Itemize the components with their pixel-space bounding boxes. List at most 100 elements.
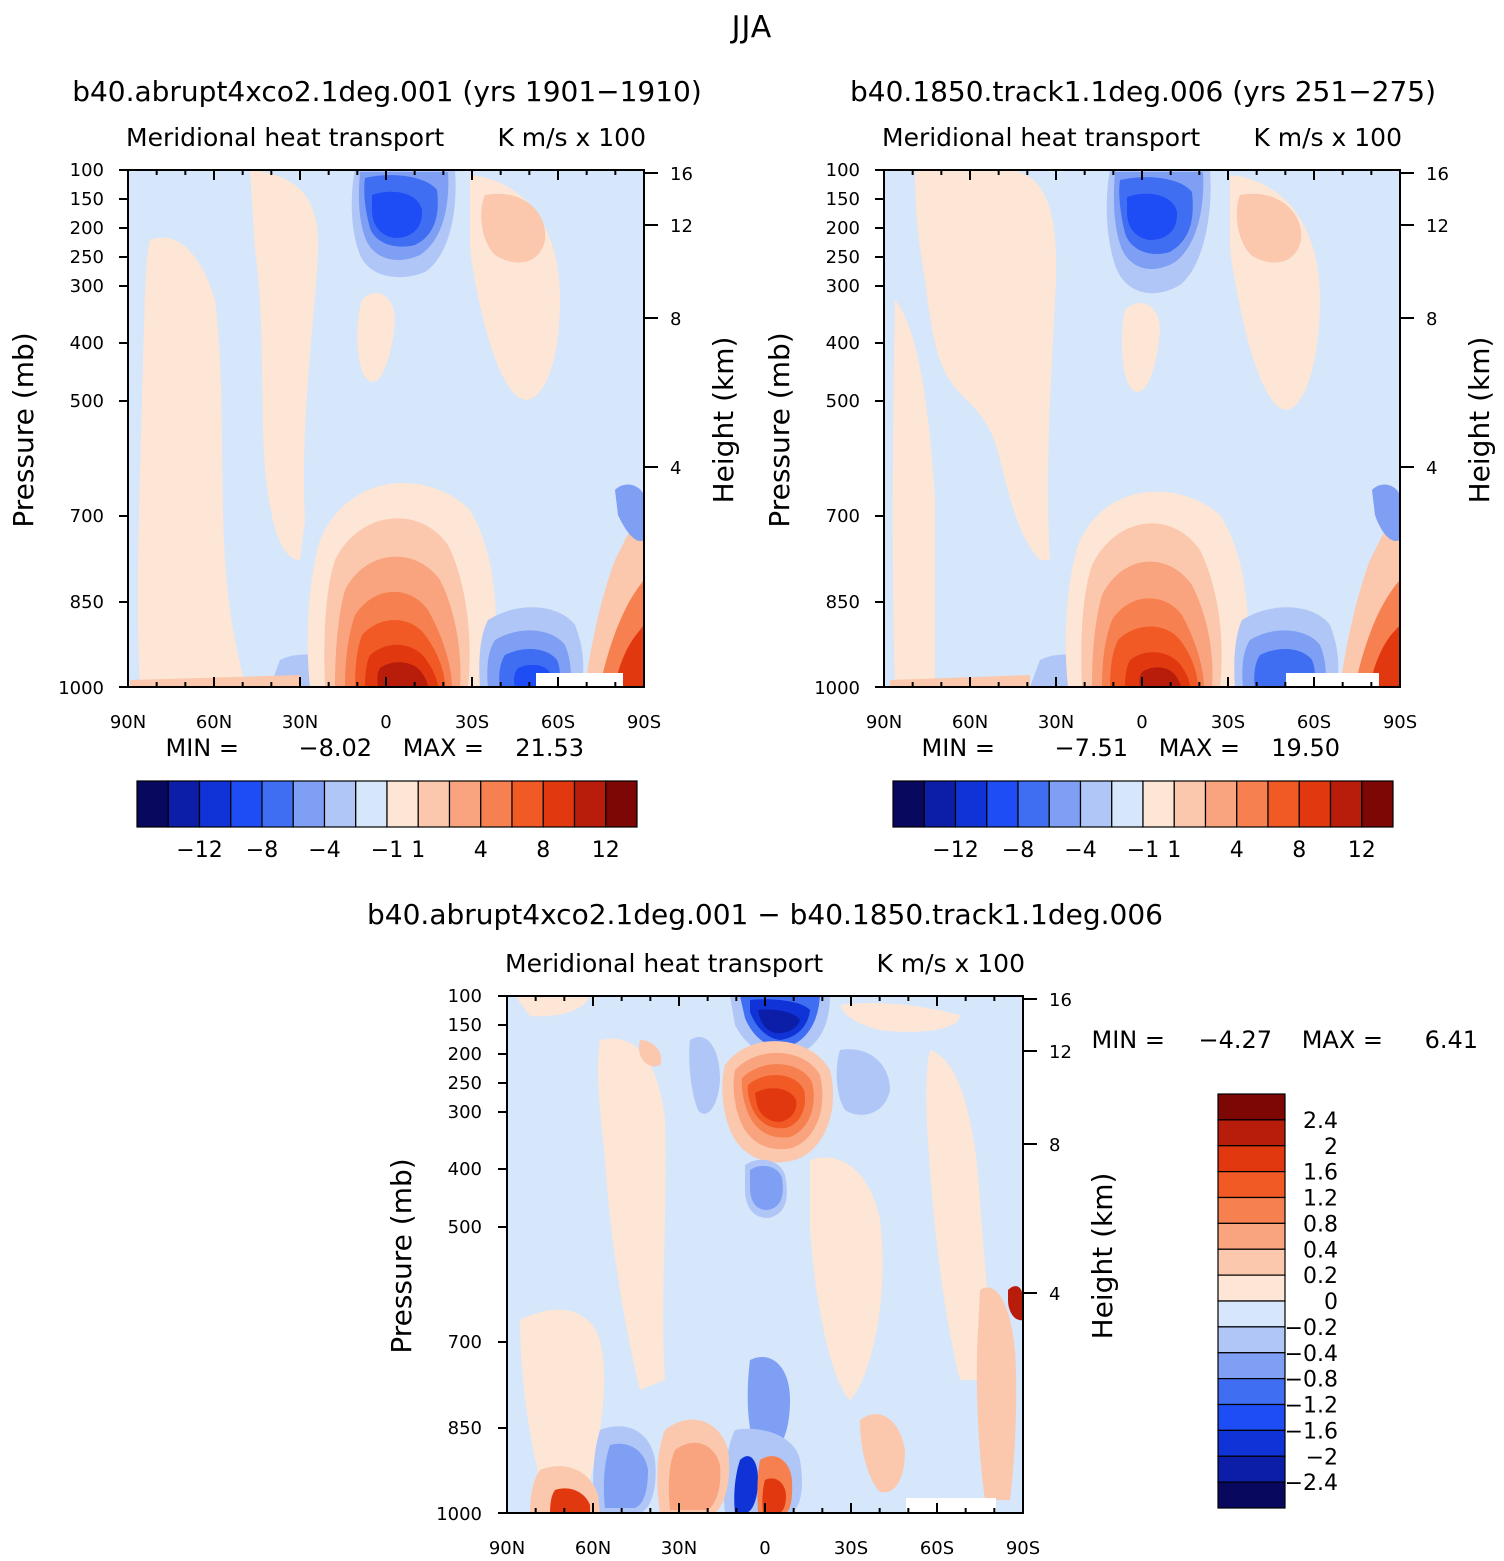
colorbar-label: −2.4 [1285, 1471, 1338, 1496]
field-region [639, 1040, 662, 1067]
field-region [1127, 193, 1178, 240]
missing-data-mask [536, 673, 623, 687]
axis-ticks [875, 169, 1414, 688]
colorbar-swatch [1079, 780, 1113, 828]
y-tick-label: 1000 [58, 678, 104, 699]
colorbar: −12 −8 −4 −1 1 4 8 12 [892, 780, 1394, 863]
colorbar-label: −12 [932, 838, 978, 863]
colorbar-swatch [292, 780, 326, 828]
colorbar-swatch [323, 780, 357, 828]
field-region [1236, 193, 1302, 263]
y-tick-label: 200 [70, 218, 104, 239]
field-region [520, 1309, 605, 1480]
colorbar-swatch [1142, 780, 1175, 828]
colorbar-label: −1 [1127, 838, 1159, 863]
colorbar-label: −4 [308, 838, 340, 863]
colorbar-swatch [923, 780, 957, 828]
contour-field [128, 170, 644, 687]
colorbar-swatch [1217, 1196, 1286, 1224]
y-tick-label: 100 [826, 160, 860, 181]
colorbar-label: 1.2 [1303, 1187, 1338, 1212]
y-tick-label: 850 [448, 1418, 482, 1439]
height-tick-labels: 16 12 8 4 [1426, 164, 1449, 479]
field-region [250, 170, 319, 560]
y-axis-label-right: Height (km) [1086, 1173, 1119, 1340]
colorbar-swatch [417, 780, 451, 828]
y-axis-label: Pressure (mb) [7, 332, 40, 527]
y-tick-labels: 100 150 200 250 300 400 500 700 850 1000 [436, 986, 482, 1525]
y-tick-label: 100 [70, 160, 104, 181]
colorbar: −12 −8 −4 −1 1 4 8 12 [136, 780, 638, 863]
y-tick-label: 300 [70, 276, 104, 297]
colorbar-swatch [1217, 1403, 1286, 1431]
panel-subtitle-units: K m/s x 100 [876, 949, 1025, 978]
field-region [515, 996, 590, 1017]
colorbar-swatch [1217, 1455, 1286, 1483]
colorbar-label: 12 [592, 838, 620, 863]
colorbar-label: 1.6 [1303, 1161, 1338, 1186]
min-value: −7.51 [1054, 734, 1128, 762]
colorbar-swatch [1217, 1352, 1286, 1380]
y-tick-label: 850 [70, 592, 104, 613]
panel-title: b40.abrupt4xco2.1deg.001 (yrs 1901−1910) [72, 75, 702, 108]
colorbar-swatch [1236, 780, 1269, 828]
axis-ticks [119, 169, 658, 688]
min-value: −8.02 [298, 734, 372, 762]
field-region [615, 625, 644, 687]
colorbar-swatch [1217, 1326, 1286, 1354]
field-region [137, 237, 245, 687]
colorbar-swatch [261, 780, 294, 828]
x-tick-label: 0 [1136, 712, 1147, 733]
x-tick-label: 60S [541, 712, 575, 733]
x-tick-labels: 90N 60N 30N 0 30S 60S 90S [489, 1538, 1040, 1559]
colorbar-swatch [1017, 780, 1050, 828]
max-label: MAX = [1159, 734, 1240, 762]
min-label: MIN = [166, 734, 239, 762]
max-label: MAX = [1302, 1026, 1383, 1054]
colorbar-label: −4 [1064, 838, 1096, 863]
height-tick-label: 16 [1049, 990, 1072, 1011]
colorbar-label: 2 [1324, 1135, 1338, 1160]
colorbar-swatch [1217, 1093, 1286, 1121]
x-tick-label: 60S [920, 1538, 954, 1559]
x-tick-label: 60N [575, 1538, 611, 1559]
x-tick-label: 30N [661, 1538, 697, 1559]
colorbar-swatch [1361, 780, 1394, 828]
panel-difference: b40.abrupt4xco2.1deg.001 − b40.1850.trac… [367, 898, 1478, 1559]
height-tick-labels: 16 12 8 4 [670, 164, 693, 479]
y-axis-label: Pressure (mb) [763, 332, 796, 527]
x-tick-labels: 90N 60N 30N 0 30S 60S 90S [110, 712, 661, 733]
y-tick-label: 250 [826, 247, 860, 268]
y-tick-labels: 100 150 200 250 300 400 500 700 850 1000 [814, 160, 860, 699]
colorbar-label: −0.2 [1285, 1316, 1338, 1341]
x-tick-label: 0 [759, 1538, 770, 1559]
colorbar-swatch [136, 780, 169, 828]
y-tick-label: 700 [448, 1332, 482, 1353]
y-tick-label: 300 [448, 1102, 482, 1123]
colorbar-label: 0.4 [1303, 1238, 1338, 1263]
height-tick-label: 12 [1049, 1042, 1072, 1063]
y-tick-label: 400 [448, 1159, 482, 1180]
field-region [603, 1443, 648, 1508]
colorbar-label: 2.4 [1303, 1109, 1338, 1134]
field-region [758, 1009, 800, 1034]
x-tick-label: 0 [380, 712, 391, 733]
min-value: −4.27 [1198, 1026, 1272, 1054]
colorbar-label: 0.8 [1303, 1212, 1338, 1237]
y-tick-label: 500 [826, 391, 860, 412]
height-tick-label: 12 [670, 216, 693, 237]
missing-data-mask [906, 1498, 996, 1513]
colorbar-swatch [1173, 780, 1207, 828]
height-tick-labels: 16 12 8 4 [1049, 990, 1072, 1305]
field-region [550, 1488, 590, 1513]
y-tick-label: 250 [70, 247, 104, 268]
x-tick-label: 90S [627, 712, 661, 733]
contour-field [884, 170, 1400, 687]
colorbar-label: 1 [1167, 838, 1181, 863]
colorbar-swatch [511, 780, 544, 828]
colorbar-swatch [986, 780, 1019, 828]
field-region [1008, 1286, 1023, 1321]
x-tick-label: 30S [455, 712, 489, 733]
colorbar-swatch [230, 780, 263, 828]
colorbar-swatch [573, 780, 607, 828]
